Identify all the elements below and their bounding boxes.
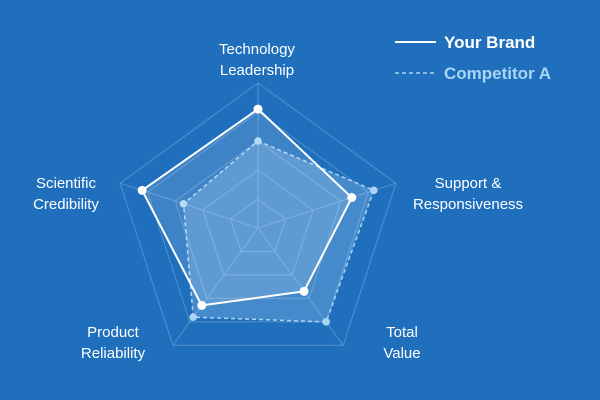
axis-label: Product Reliability [81,324,146,362]
data-point [179,200,188,208]
data-point [347,193,357,203]
axis-label-line: Leadership [220,62,294,79]
axis-label-line: Reliability [81,345,146,362]
series-1 [179,137,378,326]
axis-label-line: Product [87,324,140,341]
series-area-0 [140,107,354,307]
data-point [299,286,309,296]
data-point [137,185,147,195]
axis-label-line: Scientific [36,175,97,192]
data-point [253,104,263,114]
axis-label-line: Credibility [33,196,99,213]
axis-label-line: Support & [435,175,502,192]
axis-label-layer: Technology Leadership Support & Responsiven… [33,41,523,362]
axis-label: Support & Responsiveness [413,175,523,213]
series-0 [137,104,357,310]
axis-label-line: Value [383,345,420,362]
axis-label-line: Technology [219,41,295,58]
axis-label: Technology Leadership [219,41,295,79]
axis-label-line: Responsiveness [413,196,523,213]
axis-label: Total Value [383,324,420,362]
grid-ring [119,82,397,346]
grid-spoke [257,227,344,346]
series-area-1 [182,140,375,323]
legend-item-your-brand: Your Brand [395,33,535,52]
series-layer [137,104,378,326]
axis-label: Scientific Credibility [33,175,99,213]
legend: Your Brand Competitor A [395,33,551,83]
legend-item-competitor-a: Competitor A [395,64,551,83]
grid-ring [147,111,369,323]
legend-label-competitor-a: Competitor A [444,64,551,83]
grid-ring [229,198,287,252]
legend-label-your-brand: Your Brand [444,33,535,52]
axis-label-line: Total [386,324,418,341]
data-point [370,186,378,195]
data-point [322,318,330,326]
data-point [189,313,198,321]
grid-spoke [172,227,259,346]
data-point [254,137,262,145]
data-point [197,300,207,310]
grid-ring [202,169,314,276]
